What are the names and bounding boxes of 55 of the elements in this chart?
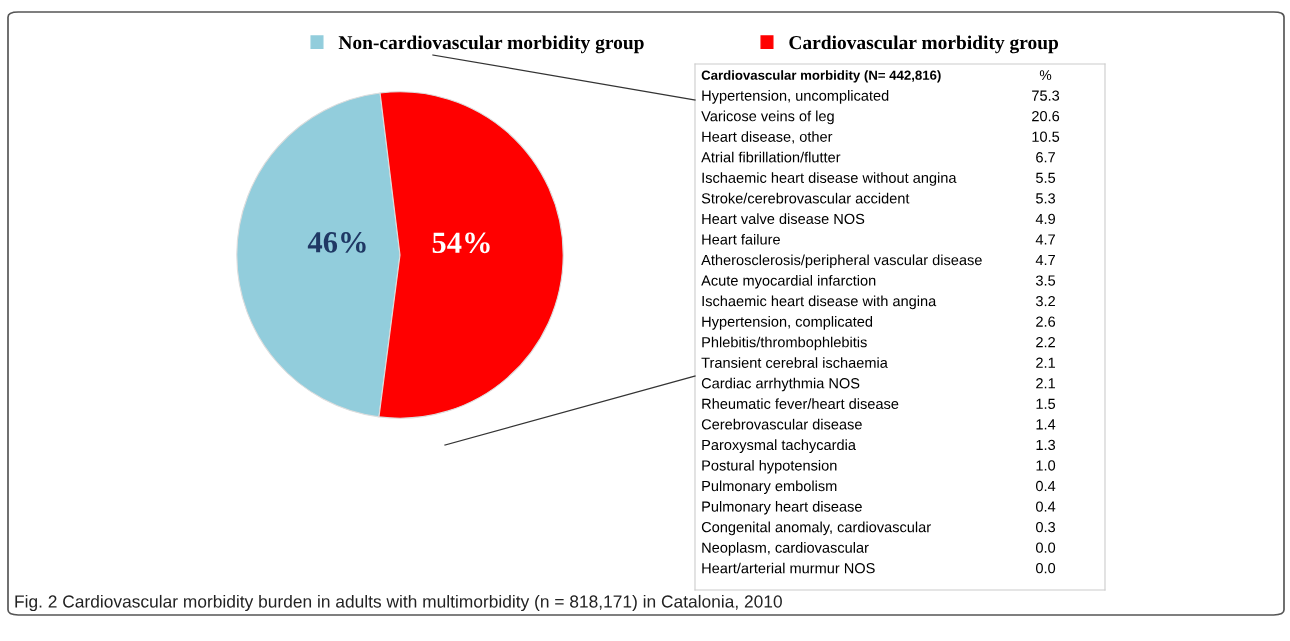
data-label: 10.5 xyxy=(1032,131,1060,142)
text: Cardiovascular morbidity (N= 442,816) xyxy=(701,70,941,83)
category-label: Atrial fibrillation/flutter xyxy=(701,151,841,163)
category-label: Transient cerebral ischaemia xyxy=(701,357,888,368)
category-label: Heart/arterial murmur NOS xyxy=(702,562,875,574)
category-label: Heart failure xyxy=(702,233,780,245)
category-label: Heart disease, other xyxy=(702,131,833,144)
category-label: Rheumatic fever/heart disease xyxy=(702,398,899,409)
data-label: 2.2 xyxy=(1036,337,1055,348)
category-label: Varicose veins of leg xyxy=(701,110,834,125)
category-label: Hypertension, uncomplicated xyxy=(702,90,889,104)
category-label: Ischaemic heart disease without angina xyxy=(702,172,957,186)
category-label: Congenital anomaly, cardiovascular xyxy=(701,521,931,536)
data-label: 54% xyxy=(432,232,490,254)
category-label: Cardiac arrhythmia NOS xyxy=(701,377,860,392)
data-label: 1.4 xyxy=(1036,419,1056,430)
data-label: 75.3 xyxy=(1032,90,1060,101)
data-label: 0.4 xyxy=(1035,480,1056,492)
data-label: 4.7 xyxy=(1035,254,1055,266)
data-label: 3.5 xyxy=(1035,275,1056,286)
data-label: 3.2 xyxy=(1035,295,1055,307)
data-label: 1.3 xyxy=(1036,439,1056,451)
legend-label: Non-cardiovascular morbidity group xyxy=(338,35,644,54)
category-label: Neoplasm, cardiovascular xyxy=(702,542,869,556)
category-label: Ischaemic heart disease with angina xyxy=(702,295,937,310)
caption: Fig. 2 Cardiovascular morbidity burden in adults with multimorbidity (n = 818,171) in Catalonia, 2010 xyxy=(15,594,782,612)
category-label: Pulmonary embolism xyxy=(702,480,837,495)
data-label: 2.6 xyxy=(1036,316,1056,327)
text: % xyxy=(1039,70,1052,80)
data-label: 6.7 xyxy=(1036,152,1055,163)
data-label: 2.1 xyxy=(1036,357,1055,368)
data-label: 0.0 xyxy=(1035,563,1056,574)
category-label: Stroke/cerebrovascular accident xyxy=(701,192,910,204)
category-label: Phlebitis/thrombophlebitis xyxy=(702,336,867,351)
category-label: Cerebrovascular disease xyxy=(701,418,862,430)
data-label: 5.5 xyxy=(1036,172,1056,183)
category-label: Acute myocardial infarction xyxy=(701,275,876,289)
data-label: 0.4 xyxy=(1035,501,1056,512)
category-label: Hypertension, complicated xyxy=(702,316,873,330)
data-label: 1.5 xyxy=(1036,398,1056,409)
legend-label: Cardiovascular morbidity group xyxy=(789,35,1059,54)
category-label: Atherosclerosis/peripheral vascular disease xyxy=(701,254,982,269)
category-label: Postural hypotension xyxy=(702,459,837,474)
data-label: 0.3 xyxy=(1035,521,1056,533)
category-label: Heart valve disease NOS xyxy=(702,213,865,225)
data-label: 46% xyxy=(307,232,366,253)
data-label: 4.9 xyxy=(1035,213,1055,225)
data-label: 20.6 xyxy=(1032,111,1060,122)
data-label: 4.7 xyxy=(1035,234,1055,245)
category-label: Pulmonary heart disease xyxy=(702,501,862,515)
data-label: 5.3 xyxy=(1036,193,1056,204)
data-label: 2.1 xyxy=(1036,378,1055,389)
data-label: 0.0 xyxy=(1035,542,1056,553)
data-label: 1.0 xyxy=(1036,460,1056,471)
category-label: Paroxysmal tachycardia xyxy=(702,439,856,453)
